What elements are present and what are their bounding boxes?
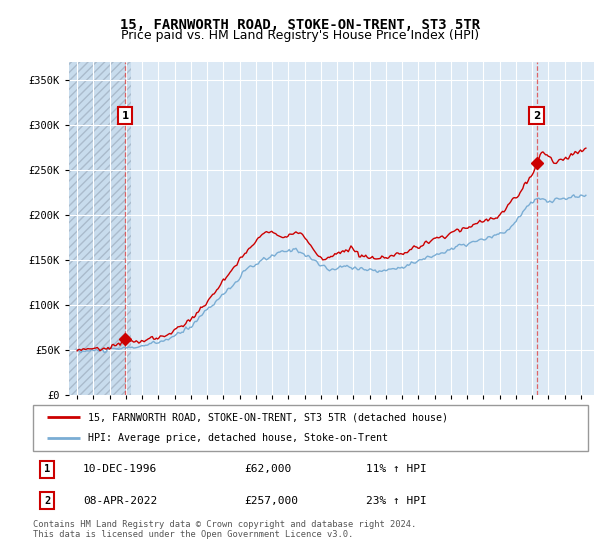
Text: HPI: Average price, detached house, Stoke-on-Trent: HPI: Average price, detached house, Stok… [89, 433, 389, 444]
Text: 23% ↑ HPI: 23% ↑ HPI [366, 496, 427, 506]
FancyBboxPatch shape [33, 405, 588, 451]
Text: 10-DEC-1996: 10-DEC-1996 [83, 464, 157, 474]
Text: 15, FARNWORTH ROAD, STOKE-ON-TRENT, ST3 5TR (detached house): 15, FARNWORTH ROAD, STOKE-ON-TRENT, ST3 … [89, 412, 449, 422]
Text: 15, FARNWORTH ROAD, STOKE-ON-TRENT, ST3 5TR: 15, FARNWORTH ROAD, STOKE-ON-TRENT, ST3 … [120, 18, 480, 32]
Text: 1: 1 [121, 111, 129, 120]
Text: Contains HM Land Registry data © Crown copyright and database right 2024.
This d: Contains HM Land Registry data © Crown c… [33, 520, 416, 539]
Bar [69, 62, 131, 395]
Text: £257,000: £257,000 [244, 496, 298, 506]
Text: 2: 2 [44, 496, 50, 506]
Text: 11% ↑ HPI: 11% ↑ HPI [366, 464, 427, 474]
Text: 1: 1 [44, 464, 50, 474]
Text: £62,000: £62,000 [244, 464, 291, 474]
Text: Price paid vs. HM Land Registry's House Price Index (HPI): Price paid vs. HM Land Registry's House … [121, 29, 479, 42]
Text: 08-APR-2022: 08-APR-2022 [83, 496, 157, 506]
Text: 2: 2 [533, 111, 540, 120]
